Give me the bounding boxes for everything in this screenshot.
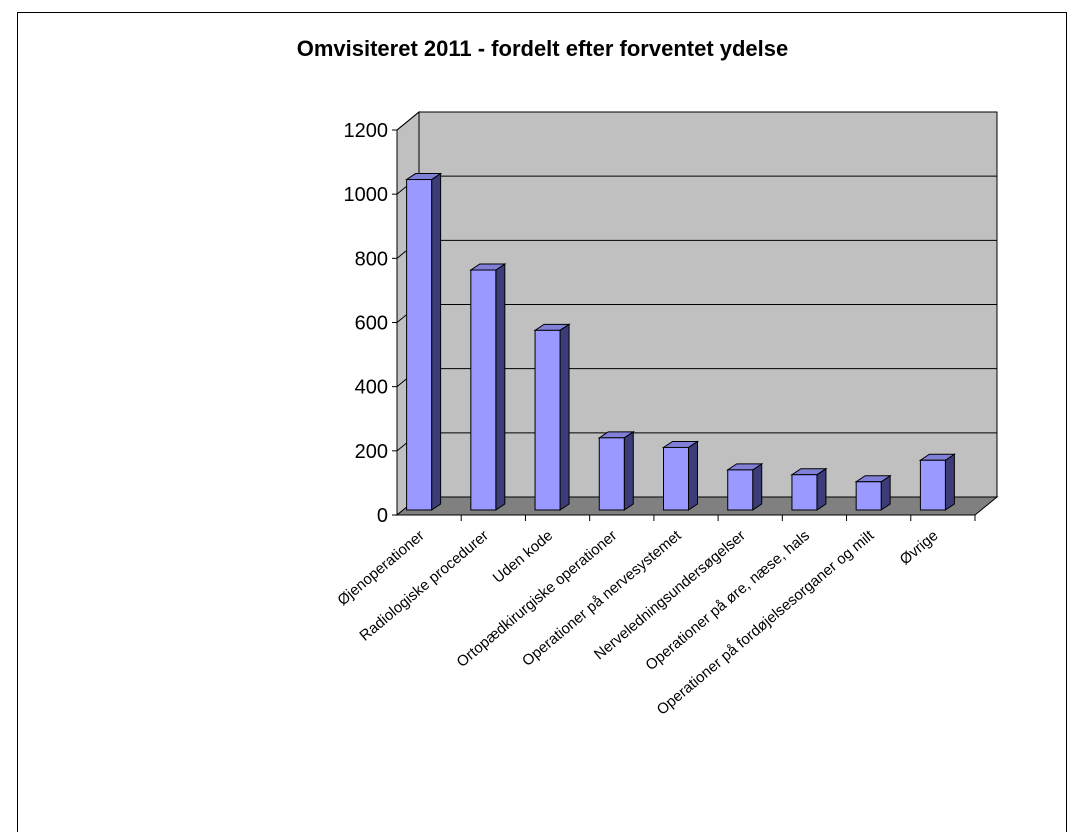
bar-front (470, 269, 497, 511)
bar-front (663, 446, 689, 511)
bar (533, 323, 571, 511)
x-category-label: Øvrige (897, 527, 942, 568)
bars (404, 172, 957, 511)
bar-front (406, 179, 433, 511)
bar-side (495, 263, 506, 511)
bar-side (623, 430, 634, 511)
chart-title: Omvisiteret 2011 - fordelt efter forvent… (296, 36, 789, 61)
y-tick-label: 1200 (344, 120, 389, 142)
y-tick-label: 0 (377, 505, 388, 527)
y-tick-label: 1000 (344, 184, 389, 206)
axes (392, 129, 976, 521)
bar-front (727, 469, 754, 511)
bar (469, 263, 507, 511)
x-category-label: Radiologiske procedurer (356, 527, 491, 645)
bar (726, 462, 764, 511)
y-tick-label: 400 (355, 377, 388, 399)
bar (790, 467, 828, 511)
bar-side (944, 453, 955, 511)
bar (854, 474, 892, 511)
bar-side (688, 440, 698, 511)
bar-front (791, 474, 818, 511)
y-tick-label: 600 (355, 313, 388, 335)
bar-side (752, 462, 763, 511)
bar-front (855, 481, 882, 511)
y-tick-label: 200 (355, 441, 388, 463)
bar-front (534, 329, 561, 511)
y-tick-label: 800 (355, 248, 388, 270)
bar-side (559, 323, 570, 511)
bar-side (431, 172, 442, 511)
bar-side (816, 467, 827, 511)
bar (661, 440, 700, 511)
bar (918, 453, 957, 511)
bar-front (919, 459, 946, 511)
bar (404, 172, 443, 511)
bar-front (598, 437, 625, 511)
y-tick-labels: 0 200 400 600 800 1000 1200 (344, 120, 389, 527)
gridline-side (396, 111, 420, 131)
x-category-label: Uden kode (490, 527, 557, 587)
bar (597, 430, 635, 511)
